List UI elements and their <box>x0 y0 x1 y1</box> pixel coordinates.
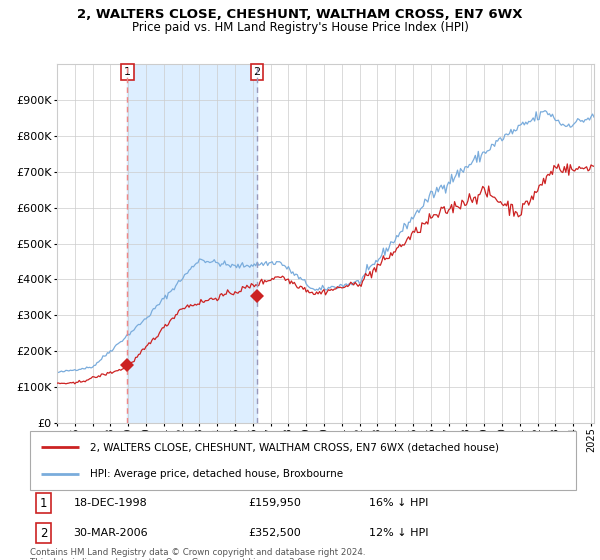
Text: 12% ↓ HPI: 12% ↓ HPI <box>368 528 428 538</box>
Text: 30-MAR-2006: 30-MAR-2006 <box>74 528 148 538</box>
Text: 2: 2 <box>40 526 47 540</box>
Text: £159,950: £159,950 <box>248 498 301 508</box>
Text: 2: 2 <box>254 67 260 77</box>
Bar <box>127 64 257 423</box>
Text: 18-DEC-1998: 18-DEC-1998 <box>74 498 148 508</box>
Text: 16% ↓ HPI: 16% ↓ HPI <box>368 498 428 508</box>
Text: 1: 1 <box>124 67 131 77</box>
Text: 1: 1 <box>40 497 47 510</box>
Text: Price paid vs. HM Land Registry's House Price Index (HPI): Price paid vs. HM Land Registry's House … <box>131 21 469 34</box>
Text: Contains HM Land Registry data © Crown copyright and database right 2024.
This d: Contains HM Land Registry data © Crown c… <box>30 548 365 560</box>
Text: 2, WALTERS CLOSE, CHESHUNT, WALTHAM CROSS, EN7 6WX: 2, WALTERS CLOSE, CHESHUNT, WALTHAM CROS… <box>77 8 523 21</box>
FancyBboxPatch shape <box>30 431 576 490</box>
Text: 2, WALTERS CLOSE, CHESHUNT, WALTHAM CROSS, EN7 6WX (detached house): 2, WALTERS CLOSE, CHESHUNT, WALTHAM CROS… <box>90 442 499 452</box>
Text: £352,500: £352,500 <box>248 528 301 538</box>
Text: HPI: Average price, detached house, Broxbourne: HPI: Average price, detached house, Brox… <box>90 469 343 479</box>
